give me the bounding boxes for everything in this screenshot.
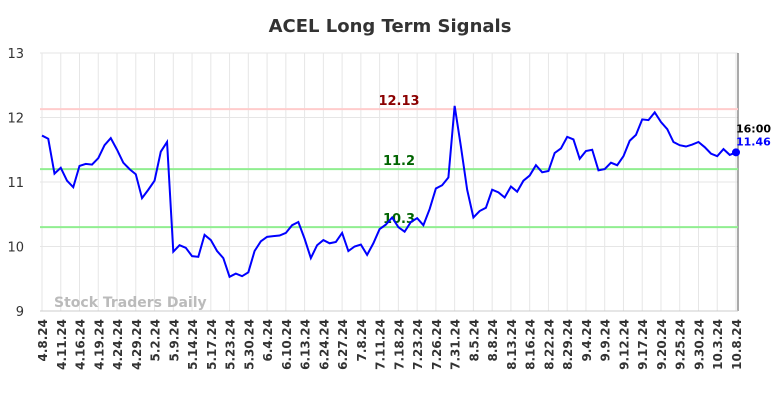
x-tick-label: 10.8.24 [730, 319, 744, 370]
x-tick-label: 5.23.24 [224, 319, 238, 370]
x-tick-label: 4.8.24 [36, 319, 50, 362]
x-tick-label: 7.26.24 [430, 319, 444, 370]
y-tick-label: 10 [7, 241, 24, 256]
y-tick-label: 12 [7, 112, 24, 127]
x-tick-label: 9.30.24 [692, 319, 706, 370]
x-tick-label: 5.14.24 [186, 319, 200, 370]
x-tick-label: 5.2.24 [149, 319, 163, 362]
x-tick-label: 8.16.24 [524, 319, 538, 370]
y-tick-label: 11 [7, 176, 24, 191]
reference-label: 10.3 [383, 212, 415, 227]
x-tick-label: 8.22.24 [542, 319, 556, 370]
x-tick-label: 9.12.24 [617, 319, 631, 370]
x-tick-label: 9.17.24 [636, 319, 650, 370]
x-tick-label: 6.24.24 [317, 319, 331, 370]
last-point [732, 148, 740, 157]
x-tick-label: 8.29.24 [561, 319, 575, 370]
x-tick-label: 7.11.24 [374, 319, 388, 370]
x-tick-label: 6.13.24 [299, 319, 313, 370]
x-tick-label: 4.24.24 [111, 319, 125, 370]
x-tick-label: 5.17.24 [205, 319, 219, 370]
x-tick-label: 10.3.24 [711, 319, 725, 370]
x-tick-label: 5.9.24 [167, 319, 181, 362]
line-series [41, 105, 737, 279]
x-tick-label: 9.4.24 [580, 319, 594, 362]
last-value-label: 11.46 [736, 135, 771, 148]
reference-label: 12.13 [378, 94, 419, 109]
x-tick-label: 6.4.24 [261, 319, 275, 362]
x-tick-label: 6.27.24 [336, 319, 350, 370]
y-tick-label: 9 [16, 305, 24, 320]
x-tick-label: 7.18.24 [392, 319, 406, 370]
reference-label: 11.2 [383, 154, 415, 169]
x-tick-label: 4.29.24 [130, 319, 144, 370]
last-time-label: 16:00 [736, 122, 771, 135]
x-tick-label: 4.16.24 [74, 319, 88, 370]
x-tick-label: 9.25.24 [674, 319, 688, 370]
y-tick-label: 13 [7, 47, 24, 62]
x-tick-label: 8.13.24 [505, 319, 519, 370]
chart-title: ACEL Long Term Signals [269, 16, 512, 37]
x-tick-label: 9.9.24 [599, 319, 613, 362]
x-tick-label: 4.19.24 [92, 319, 106, 370]
watermark: Stock Traders Daily [54, 295, 207, 311]
x-tick-label: 8.5.24 [467, 319, 481, 362]
x-tick-label: 4.11.24 [55, 319, 69, 370]
x-tick-label: 8.8.24 [486, 319, 500, 362]
x-tick-label: 7.23.24 [411, 319, 425, 370]
x-tick-label: 6.10.24 [280, 319, 294, 370]
x-tick-label: 5.30.24 [242, 319, 256, 370]
x-tick-label: 7.8.24 [355, 319, 369, 362]
x-tick-label: 9.20.24 [655, 319, 669, 370]
x-tick-label: 7.31.24 [449, 319, 463, 370]
